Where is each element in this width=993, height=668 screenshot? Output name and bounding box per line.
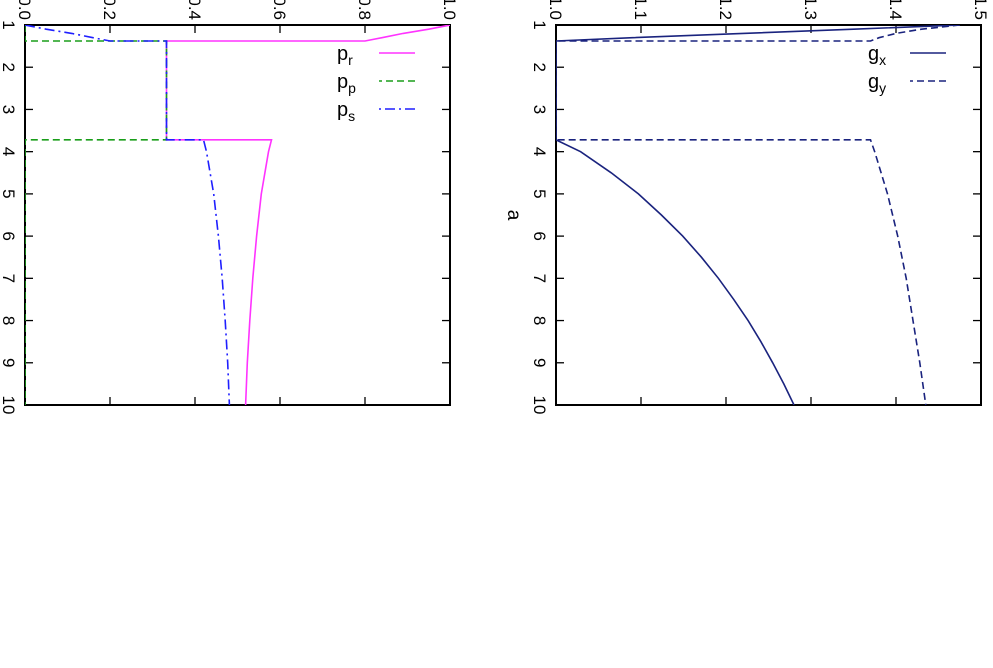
x-tick-label: 10 xyxy=(530,396,549,415)
legend-label-sub: s xyxy=(348,108,355,124)
x-tick-label: 8 xyxy=(0,316,18,325)
y-tick-label: 1.0 xyxy=(440,0,459,20)
legend-label: gy xyxy=(868,71,886,96)
x-tick-label: 8 xyxy=(530,316,549,325)
y-tick-label: 0.6 xyxy=(270,0,289,20)
legend-label-text: g xyxy=(868,43,879,65)
x-tick-label: 9 xyxy=(0,358,18,367)
x-tick-label: 1 xyxy=(530,20,549,29)
y-tick-label: 1.3 xyxy=(801,0,820,20)
x-tick-label: 4 xyxy=(0,147,18,156)
plot-frame xyxy=(24,24,451,406)
legend-label-text: p xyxy=(337,71,348,93)
plot-frame xyxy=(555,24,982,406)
series-line-gy xyxy=(556,25,960,405)
y-tick-label: 1.1 xyxy=(631,0,650,20)
legend-label-text: p xyxy=(337,99,348,121)
x-tick-label: 7 xyxy=(530,274,549,283)
legend-label-sub: y xyxy=(879,80,886,96)
x-tick-label: 3 xyxy=(0,105,18,114)
y-tick-label: 0.0 xyxy=(15,0,34,20)
legend-label-sub: p xyxy=(348,80,356,96)
series-line-gx xyxy=(556,25,960,405)
legend-label-text: p xyxy=(337,43,348,65)
x-tick-label: 6 xyxy=(0,231,18,240)
y-tick-label: 1.0 xyxy=(546,0,565,20)
legend-label: ps xyxy=(337,99,355,124)
series-line-pp xyxy=(25,25,168,405)
probability-panel: 123456789100.00.20.40.60.81.0aProbabilit… xyxy=(0,0,459,414)
x-tick-label: 6 xyxy=(530,231,549,240)
y-tick-label: 0.4 xyxy=(185,0,204,20)
x-tick-label: 5 xyxy=(530,189,549,198)
x-axis-label: a xyxy=(503,210,524,221)
y-tick-label: 1.4 xyxy=(886,0,905,20)
x-tick-label: 2 xyxy=(530,62,549,71)
y-tick-label: 0.8 xyxy=(355,0,374,20)
x-tick-label: 7 xyxy=(0,274,18,283)
y-tick-label: 1.5 xyxy=(971,0,990,20)
y-tick-label: 0.2 xyxy=(100,0,119,20)
x-tick-label: 4 xyxy=(530,147,549,156)
x-tick-label: 2 xyxy=(0,62,18,71)
legend-label-sub: x xyxy=(879,52,886,68)
legend-label: pr xyxy=(337,43,353,68)
x-tick-label: 3 xyxy=(530,105,549,114)
legend-label-text: g xyxy=(868,71,879,93)
series-line-ps xyxy=(25,25,231,405)
x-tick-label: 5 xyxy=(0,189,18,198)
x-tick-label: 1 xyxy=(0,20,18,29)
legend-label: pp xyxy=(337,71,356,96)
legend-label-sub: r xyxy=(348,52,353,68)
x-tick-label: 9 xyxy=(530,358,549,367)
legend-label: gx xyxy=(868,43,886,68)
x-tick-label: 10 xyxy=(0,396,18,415)
y-tick-label: 1.2 xyxy=(716,0,735,20)
series-line-pr xyxy=(165,25,450,405)
